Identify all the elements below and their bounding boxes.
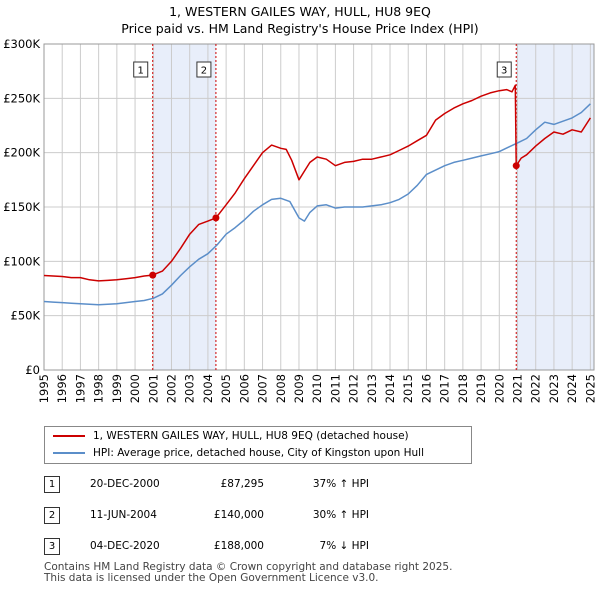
footer-licence: This data is licensed under the Open Gov… — [44, 572, 379, 584]
legend: 1, WESTERN GAILES WAY, HULL, HU8 9EQ (de… — [44, 426, 472, 464]
y-tick-label: £250K — [3, 91, 40, 105]
x-tick-label: 2006 — [237, 374, 251, 403]
sale-label: 3 — [501, 66, 507, 77]
x-tick-label: 2017 — [438, 374, 452, 403]
footer-copyright: Contains HM Land Registry data © Crown c… — [44, 561, 453, 573]
x-tick-label: 2011 — [328, 374, 342, 403]
x-tick-label: 2005 — [219, 374, 233, 403]
x-tick-label: 2007 — [256, 374, 270, 403]
sale-hpi-diff: 7% ↓ HPI — [319, 540, 369, 552]
x-tick-label: 2022 — [529, 374, 543, 403]
x-tick-label: 2004 — [201, 374, 215, 403]
sale-number-badge: 3 — [44, 538, 60, 555]
sale-hpi-diff: 30% ↑ HPI — [312, 509, 369, 521]
x-tick-label: 2018 — [456, 374, 470, 403]
x-tick-label: 2009 — [292, 374, 306, 403]
x-tick-label: 2015 — [401, 374, 415, 403]
x-tick-label: 2013 — [365, 374, 379, 403]
sale-label-box — [496, 61, 512, 78]
x-tick-label: 2010 — [310, 374, 324, 403]
x-tick-label: 2021 — [511, 374, 525, 403]
x-tick-label: 2003 — [183, 374, 197, 403]
x-tick-label: 1997 — [73, 374, 87, 403]
x-tick-label: 2002 — [164, 374, 178, 403]
x-tick-label: 2012 — [347, 374, 361, 403]
y-tick-label: £0 — [25, 363, 40, 377]
hpi-line — [43, 103, 591, 306]
y-tick-label: £100K — [3, 254, 40, 268]
x-tick-label: 1996 — [55, 374, 69, 403]
sale-number-badge: 2 — [44, 507, 60, 524]
legend-label-property: 1, WESTERN GAILES WAY, HULL, HU8 9EQ (de… — [93, 430, 409, 442]
price-chart: £0 £50K £100K £150K £200K £250K £300K 1995 1996 1… — [3, 37, 597, 403]
x-tick-label: 2000 — [128, 374, 142, 403]
chart-title: 1, WESTERN GAILES WAY, HULL, HU8 9EQ — [169, 4, 431, 19]
x-tick-label: 2024 — [565, 374, 579, 403]
y-tick-label: £50K — [11, 309, 41, 323]
sale-label: 2 — [201, 66, 207, 77]
y-tick-label: £200K — [3, 146, 40, 160]
sale-label: 1 — [138, 66, 144, 77]
property-price-line — [43, 84, 592, 282]
chart-subtitle: Price paid vs. HM Land Registry's House … — [121, 21, 479, 36]
plot-border — [43, 43, 595, 371]
legend-item-property: 1, WESTERN GAILES WAY, HULL, HU8 9EQ (de… — [53, 430, 409, 442]
x-tick-label: 2025 — [583, 374, 597, 403]
x-tick-label: 2008 — [274, 374, 288, 403]
x-tick-label: 2014 — [383, 374, 397, 403]
sale-label-box — [196, 61, 212, 78]
sale-date: 04-DEC-2020 — [90, 540, 160, 552]
x-tick-label: 2020 — [492, 374, 506, 403]
sale-price: £140,000 — [213, 509, 264, 521]
x-tick-label: 2016 — [419, 374, 433, 403]
x-tick-label: 1995 — [37, 374, 51, 403]
x-tick-label: 2023 — [547, 374, 561, 403]
sale-date: 11-JUN-2004 — [90, 509, 157, 521]
sale-hpi-diff: 37% ↑ HPI — [312, 478, 369, 490]
sale-point — [149, 271, 157, 279]
x-tick-label: 2001 — [146, 374, 160, 403]
sale-point — [512, 162, 520, 170]
legend-line-blue — [53, 452, 85, 454]
legend-item-hpi: HPI: Average price, detached house, City… — [53, 447, 424, 459]
sale-price: £188,000 — [213, 540, 264, 552]
sale-date: 20-DEC-2000 — [90, 478, 160, 490]
legend-line-red — [53, 435, 85, 437]
sale-point — [212, 214, 220, 222]
x-tick-label: 1998 — [92, 374, 106, 403]
y-tick-label: £150K — [3, 200, 40, 214]
sale-label-box — [133, 61, 149, 78]
legend-label-hpi: HPI: Average price, detached house, City… — [93, 447, 424, 459]
x-tick-label: 1999 — [110, 374, 124, 403]
x-tick-label: 2019 — [474, 374, 488, 403]
sale-number-badge: 1 — [44, 476, 60, 493]
footer: Contains HM Land Registry data © Crown c… — [44, 562, 452, 584]
sale-price: £87,295 — [220, 478, 264, 490]
y-tick-label: £300K — [3, 37, 40, 51]
